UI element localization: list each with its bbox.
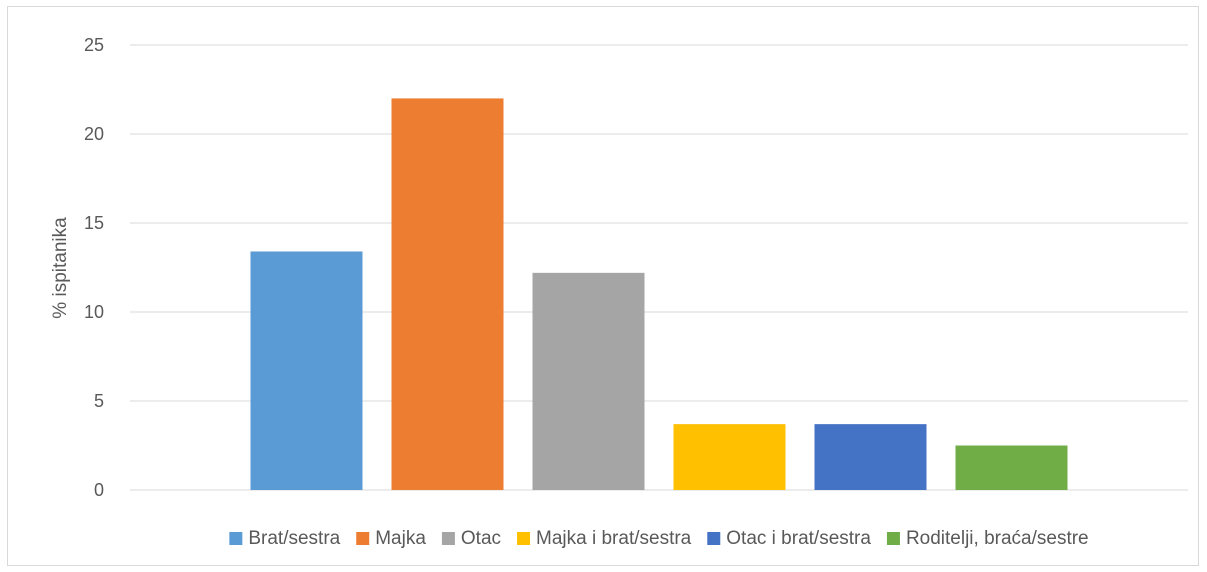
legend-swatch <box>707 532 720 545</box>
y-tick-label: 20 <box>84 124 104 144</box>
legend-label: Otac <box>461 528 501 549</box>
y-tick-label: 5 <box>94 391 104 411</box>
legend-item: Otac i brat/sestra <box>707 528 871 549</box>
bar <box>956 446 1068 491</box>
legend-swatch <box>442 532 455 545</box>
bar <box>392 98 504 490</box>
legend-item: Majka i brat/sestra <box>517 528 692 549</box>
legend-label: Brat/sestra <box>248 528 340 549</box>
y-axis-tick-labels: 0 5 10 15 20 25 <box>84 35 104 500</box>
bars <box>251 98 1068 490</box>
legend-swatch <box>356 532 369 545</box>
legend-swatch <box>229 532 242 545</box>
y-tick-label: 10 <box>84 302 104 322</box>
legend-swatch <box>517 532 530 545</box>
bar <box>533 273 645 490</box>
y-axis-title: % ispitanika <box>50 217 71 319</box>
legend-swatch <box>887 532 900 545</box>
legend-label: Otac i brat/sestra <box>726 528 871 549</box>
bar <box>815 424 927 490</box>
bar <box>251 251 363 490</box>
legend-item: Brat/sestra <box>229 528 340 549</box>
legend-label: Majka i brat/sestra <box>536 528 692 549</box>
legend-label: Roditelji, braća/sestre <box>906 528 1089 549</box>
legend-label: Majka <box>375 528 426 549</box>
y-tick-label: 0 <box>94 480 104 500</box>
y-tick-label: 25 <box>84 35 104 55</box>
legend: Brat/sestra Majka Otac Majka i brat/sestra O… <box>229 528 1088 549</box>
legend-item: Majka <box>356 528 426 549</box>
legend-item: Roditelji, braća/sestre <box>887 528 1089 549</box>
legend-item: Otac <box>442 528 501 549</box>
bar <box>674 424 786 490</box>
y-tick-label: 15 <box>84 213 104 233</box>
